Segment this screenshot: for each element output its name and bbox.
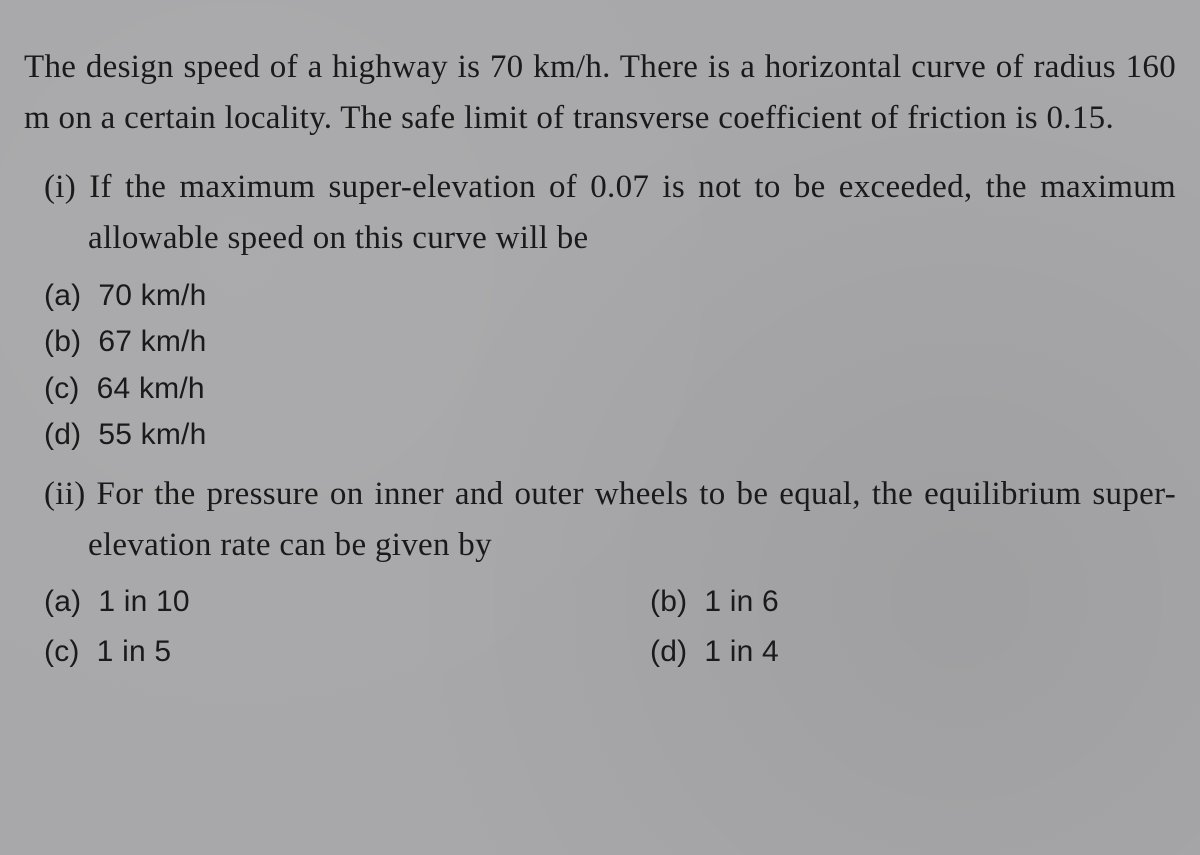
option-1d-text: 55 km/h: [98, 418, 206, 451]
option-2d-letter: (d): [650, 635, 687, 668]
option-1c-letter: (c): [44, 372, 80, 405]
option-2d: (d) 1 in 4: [610, 629, 1176, 676]
option-2b-letter: (b): [650, 585, 687, 618]
option-1d: (d) 55 km/h: [44, 412, 1176, 459]
question-1-options: (a) 70 km/h (b) 67 km/h (c) 64 km/h (d) …: [24, 273, 1176, 459]
option-2a-letter: (a): [44, 585, 81, 618]
option-1a-text: 70 km/h: [98, 279, 206, 312]
question-1-number: (i): [44, 169, 76, 205]
option-1d-letter: (d): [44, 418, 81, 451]
option-1a-letter: (a): [44, 279, 81, 312]
option-2c: (c) 1 in 5: [44, 629, 610, 676]
question-1: (i) If the maximum super-elevation of 0.…: [24, 162, 1176, 458]
option-2b-text: 1 in 6: [704, 585, 779, 618]
option-1b-letter: (b): [44, 325, 81, 358]
problem-statement: The design speed of a highway is 70 km/h…: [24, 42, 1176, 144]
option-1c: (c) 64 km/h: [44, 366, 1176, 413]
question-2-body: For the pressure on inner and outer whee…: [88, 476, 1176, 563]
question-2-text: (ii) For the pressure on inner and outer…: [24, 469, 1176, 571]
question-2: (ii) For the pressure on inner and outer…: [24, 469, 1176, 676]
option-2c-letter: (c): [44, 635, 80, 668]
question-1-text: (i) If the maximum super-elevation of 0.…: [24, 162, 1176, 264]
option-1b-text: 67 km/h: [98, 325, 206, 358]
question-2-options: (a) 1 in 10 (b) 1 in 6 (c) 1 in 5 (d) 1 …: [24, 579, 1176, 676]
option-1c-text: 64 km/h: [97, 372, 205, 405]
option-2c-text: 1 in 5: [97, 635, 172, 668]
option-1b: (b) 67 km/h: [44, 319, 1176, 366]
question-1-body: If the maximum super-elevation of 0.07 i…: [88, 169, 1176, 256]
option-2a: (a) 1 in 10: [44, 579, 610, 626]
option-2b: (b) 1 in 6: [610, 579, 1176, 626]
option-2a-text: 1 in 10: [98, 585, 189, 618]
option-1a: (a) 70 km/h: [44, 273, 1176, 320]
option-2d-text: 1 in 4: [704, 635, 779, 668]
question-2-number: (ii): [44, 476, 86, 512]
